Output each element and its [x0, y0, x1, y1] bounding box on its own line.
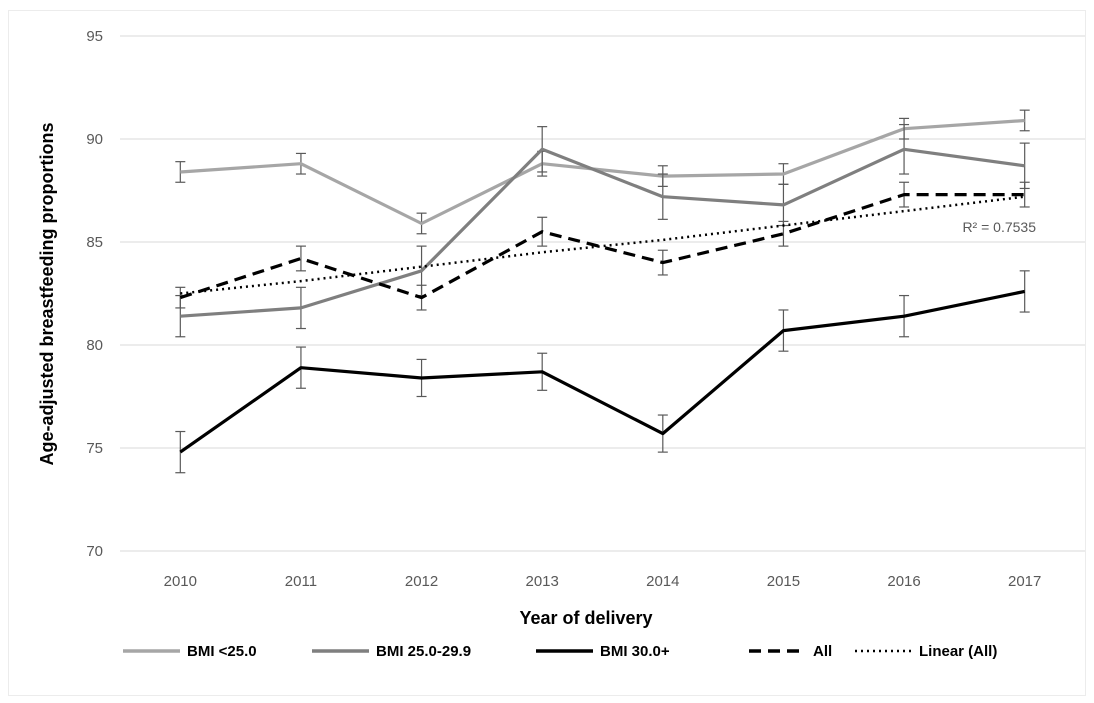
data-point [178, 170, 182, 174]
series-layer [175, 109, 1030, 474]
series-3 [175, 181, 1030, 311]
data-point [299, 306, 303, 310]
data-point [781, 224, 785, 228]
series-line [179, 289, 1026, 454]
data-point [1023, 195, 1027, 199]
legend-label: BMI 25.0-29.9 [376, 643, 471, 660]
data-point [1023, 164, 1027, 168]
legend-label: BMI <25.0 [187, 643, 257, 660]
series-4 [178, 195, 1027, 296]
x-tick-label: 2015 [767, 573, 800, 590]
data-point [661, 261, 665, 265]
series-line [179, 193, 1025, 300]
data-point [781, 329, 785, 333]
x-tick-label: 2013 [526, 573, 559, 590]
x-axis-title: Year of delivery [519, 608, 652, 628]
data-point [540, 370, 544, 374]
legend-label: BMI 30.0+ [600, 643, 670, 660]
series-line [180, 195, 1025, 295]
x-tick-label: 2016 [887, 573, 920, 590]
y-axis-title: Age-adjusted breastfeeding proportions [37, 122, 57, 465]
data-point [1023, 289, 1027, 293]
legend-label: Linear (All) [919, 643, 997, 660]
data-point [178, 292, 182, 296]
x-tick-label: 2011 [285, 573, 317, 590]
chart-frame [8, 10, 1086, 696]
x-tick-label: 2014 [646, 573, 679, 590]
data-point [420, 296, 424, 300]
data-point [1023, 118, 1027, 122]
data-point [178, 296, 182, 300]
series-line [180, 147, 1025, 318]
legend-label: All [813, 643, 832, 660]
data-point [420, 221, 424, 225]
y-tick-label: 75 [86, 440, 103, 457]
data-point [902, 209, 906, 213]
series-1 [175, 123, 1030, 338]
y-tick-label: 90 [86, 131, 103, 148]
data-point [661, 195, 665, 199]
data-point [781, 203, 785, 207]
series-0 [175, 109, 1030, 235]
data-point [299, 162, 303, 166]
data-point [540, 147, 544, 151]
y-tick-label: 95 [86, 28, 103, 45]
series-2 [175, 270, 1030, 474]
legend: BMI <25.0 BMI 25.0-29.9 BMI 30.0+ All Linear… [123, 643, 997, 660]
data-point [299, 256, 303, 260]
data-point [781, 232, 785, 236]
r-squared-label: R² = 0.7535 [962, 219, 1036, 235]
data-point [178, 450, 182, 454]
data-point [902, 147, 906, 151]
y-tick-label: 70 [86, 543, 103, 560]
x-tick-label: 2017 [1008, 573, 1041, 590]
x-tick-label: 2010 [164, 573, 197, 590]
x-tick-label: 2012 [405, 573, 438, 590]
data-point [540, 230, 544, 234]
data-point [661, 238, 665, 242]
data-point [420, 269, 424, 273]
data-point [902, 193, 906, 197]
data-point [781, 172, 785, 176]
gridlines [120, 35, 1085, 552]
data-point [420, 376, 424, 380]
data-point [178, 314, 182, 318]
data-point [420, 265, 424, 269]
data-point [902, 314, 906, 318]
series-line [180, 118, 1025, 226]
x-tick-labels: 2010 2011 2012 2013 2014 2015 2016 2017 [164, 573, 1042, 590]
y-tick-label: 85 [86, 234, 103, 251]
data-point [661, 432, 665, 436]
y-tick-label: 80 [86, 337, 103, 354]
data-point [299, 279, 303, 283]
data-point [299, 366, 303, 370]
data-point [540, 250, 544, 254]
y-tick-labels: 70 75 80 85 90 95 [86, 28, 103, 560]
